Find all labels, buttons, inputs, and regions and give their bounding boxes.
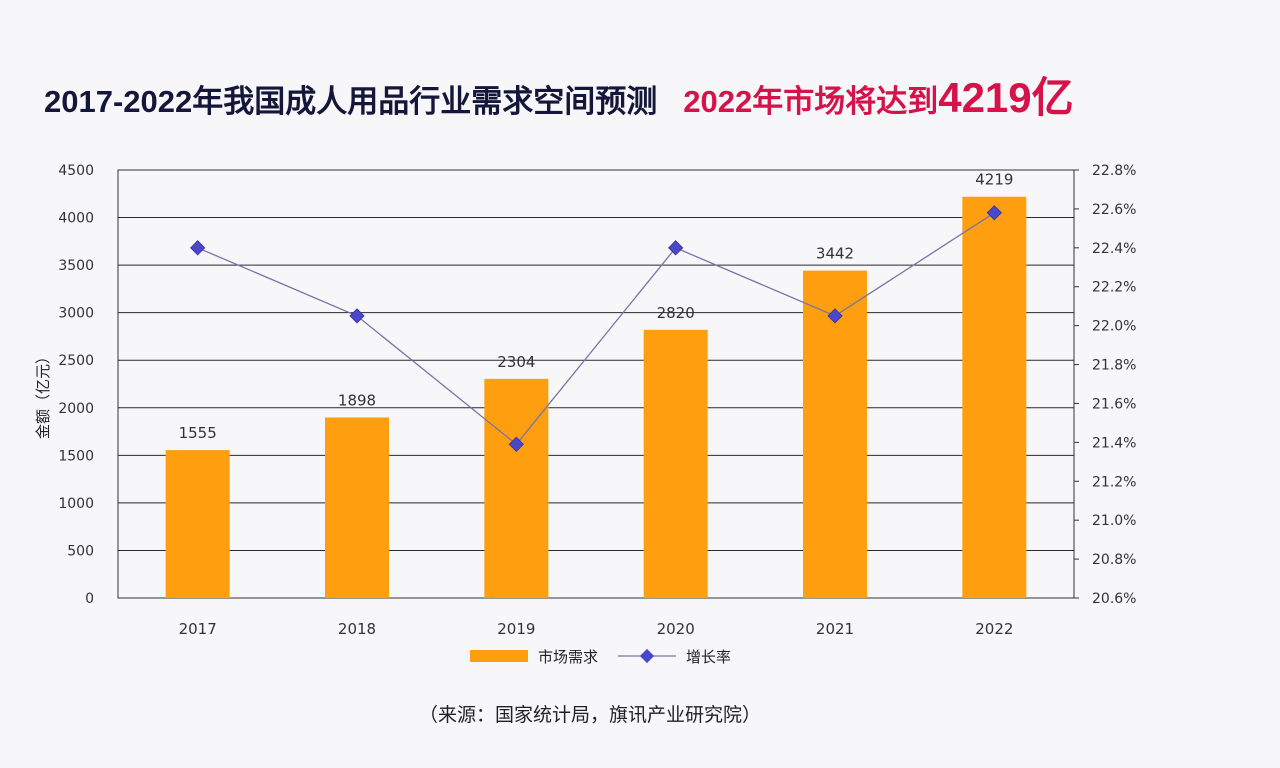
growth-rate-point [986,205,1002,221]
growth-rate-point [827,308,843,324]
x-tick-label: 2018 [338,620,376,638]
legend-bar-swatch [470,650,528,662]
bar [803,270,867,598]
y2-tick-label: 21.0% [1092,513,1136,529]
y-tick-label: 3000 [58,306,94,322]
x-tick-label: 2022 [975,620,1013,638]
bar-value-label: 1898 [338,391,376,409]
y-tick-label: 4000 [58,211,94,227]
y-tick-label: 500 [67,543,94,559]
bar [325,417,389,598]
axes: 0 500 1000 1500 2000 2500 3000 3500 4000 4500 20.6… [58,163,1136,638]
headline-callout-value: 4219亿 [938,74,1074,121]
y-tick-label: 2500 [58,353,94,369]
growth-rate-point [668,240,684,256]
x-tick-label: 2019 [497,620,535,638]
y2-tick-label: 20.8% [1092,552,1136,568]
y2-tick-label: 21.4% [1092,435,1136,451]
plot-frame [117,169,1075,599]
bar [165,450,230,598]
line-series-growth-rate [190,205,1002,452]
source-note: （来源：国家统计局，旗讯产业研究院） [418,704,761,726]
growth-rate-point [190,240,206,256]
y-tick-label: 2000 [58,401,94,417]
gridlines [117,169,1075,599]
y-axis-label: 金额（亿元） [34,349,52,439]
bar-series-market-demand: 1555 1898 2304 2820 3442 4219 [165,171,1027,598]
legend: 市场需求 增长率 [470,648,731,666]
bar-value-label: 4219 [975,171,1013,189]
y2-tick-label: 22.0% [1092,319,1136,335]
bar [643,329,708,598]
bar [484,378,549,598]
legend-line-label: 增长率 [686,648,731,666]
y-tick-label: 1000 [58,496,94,512]
chart-header: 2017-2022年我国成人用品行业需求空间预测 2022年市场将达到 4219… [44,64,1244,125]
y-tick-label: 0 [85,591,94,607]
chart-title: 2017-2022年我国成人用品行业需求空间预测 [44,84,658,119]
y-tick-label: 4500 [58,163,94,179]
bar-value-label: 1555 [179,424,217,442]
y2-tick-label: 20.6% [1092,591,1136,607]
bar-value-label: 3442 [816,245,854,263]
headline-callout: 2022年市场将达到 [683,84,939,119]
bar-value-label: 2820 [657,304,695,322]
y2-tick-label: 21.8% [1092,358,1136,374]
y2-tick-label: 21.6% [1092,396,1136,412]
bar [962,196,1027,598]
growth-rate-line [197,212,995,446]
legend-marker-swatch [639,648,655,664]
y2-tick-label: 22.6% [1092,202,1136,218]
y2-tick-label: 21.2% [1092,474,1136,490]
y-tick-label: 3500 [58,258,94,274]
y2-tick-label: 22.2% [1092,280,1136,296]
bar-value-label: 2304 [497,353,535,371]
growth-rate-point [508,436,524,452]
y-tick-label: 1500 [58,448,94,464]
growth-rate-point [349,308,365,324]
y2-tick-label: 22.4% [1092,241,1136,257]
legend-bar-label: 市场需求 [538,648,598,666]
x-tick-label: 2021 [816,620,854,638]
x-tick-label: 2020 [657,620,695,638]
y2-tick-label: 22.8% [1092,163,1136,179]
x-tick-label: 2017 [179,620,217,638]
